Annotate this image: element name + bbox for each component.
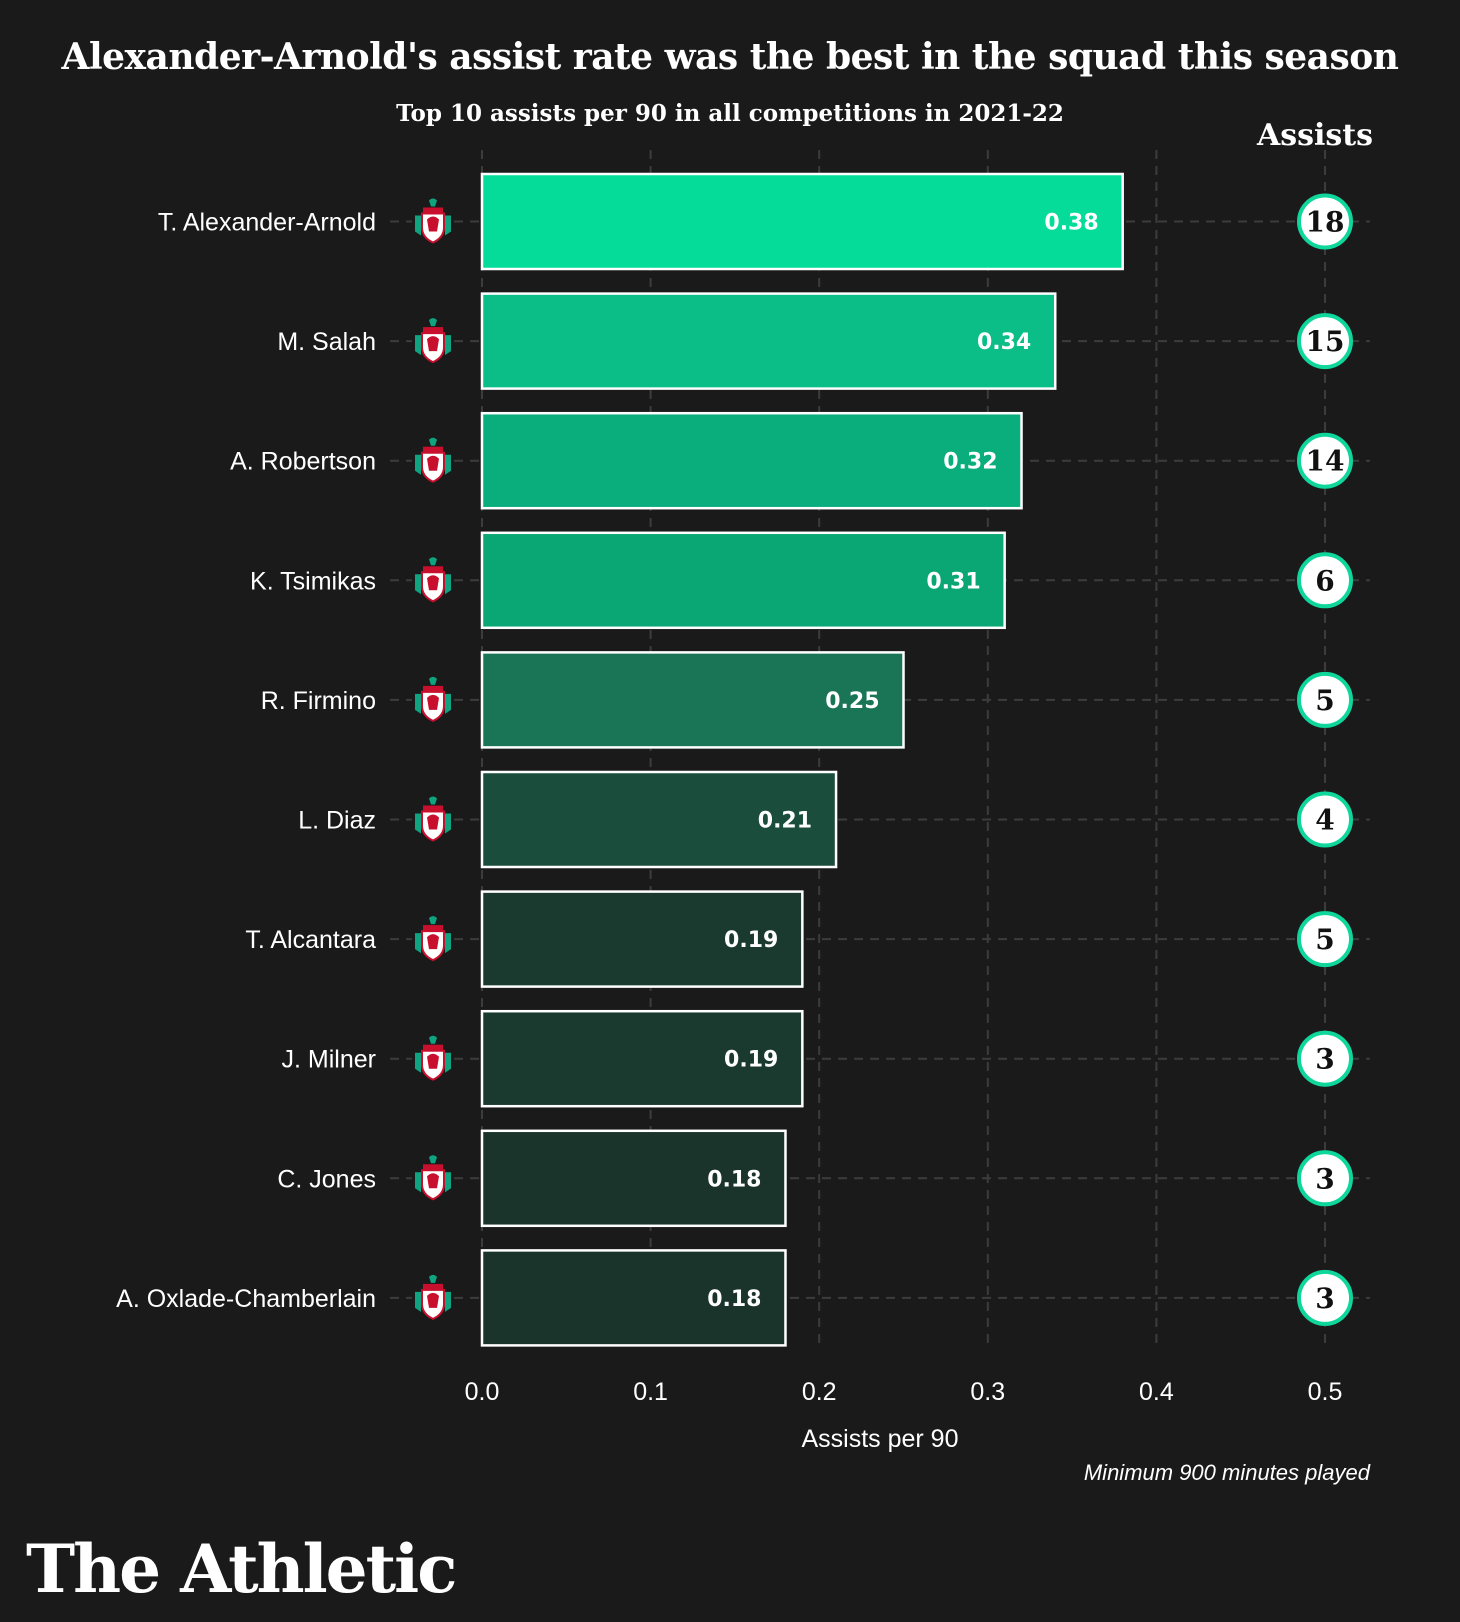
category-label: A. Oxlade-Chamberlain	[116, 1285, 376, 1313]
assists-badge	[1297, 193, 1353, 250]
liverpool-crest-icon	[412, 1274, 454, 1320]
assists-badge	[1297, 552, 1353, 609]
liverpool-crest-icon	[412, 198, 454, 244]
category-label: A. Robertson	[230, 448, 376, 476]
category-label: L. Diaz	[298, 807, 376, 835]
bar	[480, 651, 905, 749]
assists-value: 4	[1315, 804, 1334, 837]
chart-subtitle: Top 10 assists per 90 in all competition…	[396, 100, 1064, 127]
x-tick-label: 0.3	[970, 1378, 1005, 1406]
bar-value-label: 0.31	[926, 569, 980, 594]
category-label: M. Salah	[277, 328, 376, 356]
chart-title: Alexander-Arnold's assist rate was the b…	[61, 36, 1399, 78]
liverpool-crest-icon	[412, 916, 454, 962]
bar	[480, 770, 838, 869]
liverpool-crest-icon	[412, 796, 454, 842]
assists-value: 3	[1315, 1043, 1334, 1076]
assists-badge	[1297, 911, 1353, 968]
assists-badge	[1297, 671, 1353, 728]
bar-value-label: 0.21	[758, 809, 812, 834]
assists-value: 5	[1315, 684, 1334, 717]
x-tick-label: 0.0	[465, 1378, 500, 1406]
bar-chart: 0.0 0.1 0.2 0.3 0.4 0.5 Assists per 90 T. Alexa…	[116, 150, 1370, 1453]
category-label: C. Jones	[277, 1165, 376, 1193]
bar	[480, 890, 804, 988]
category-label: K. Tsimikas	[250, 567, 376, 595]
assists-value: 14	[1306, 445, 1345, 478]
category-label: T. Alcantara	[245, 926, 376, 954]
bar-value-label: 0.34	[977, 330, 1031, 355]
assists-value: 6	[1315, 564, 1334, 597]
footnote: Minimum 900 minutes played	[1083, 1460, 1370, 1485]
liverpool-crest-icon	[412, 557, 454, 603]
assists-value: 3	[1315, 1282, 1334, 1315]
bar	[480, 1129, 787, 1228]
bar	[480, 1249, 787, 1347]
assists-value: 18	[1306, 206, 1345, 239]
assists-value: 3	[1315, 1162, 1334, 1195]
bar	[480, 1009, 804, 1108]
assists-badge	[1297, 1269, 1353, 1326]
assists-badge	[1297, 1030, 1353, 1087]
brand-logo: The Athletic	[26, 1530, 457, 1608]
liverpool-crest-icon	[412, 1035, 454, 1081]
bar-value-label: 0.32	[943, 450, 997, 475]
bar	[480, 411, 1023, 510]
assists-value: 5	[1315, 923, 1334, 956]
x-tick-label: 0.2	[802, 1378, 837, 1406]
assists-badge	[1297, 1150, 1353, 1207]
category-label: R. Firmino	[261, 687, 376, 715]
x-tick-label: 0.4	[1139, 1378, 1174, 1406]
x-axis-label: Assists per 90	[801, 1425, 958, 1453]
liverpool-crest-icon	[412, 437, 454, 483]
bar	[480, 531, 1006, 630]
bar	[480, 172, 1124, 271]
bar-value-label: 0.25	[825, 689, 879, 714]
bar-value-label: 0.19	[724, 928, 778, 953]
category-label: J. Milner	[282, 1046, 376, 1074]
liverpool-crest-icon	[412, 318, 454, 364]
x-tick-label: 0.5	[1308, 1378, 1343, 1406]
liverpool-crest-icon	[412, 676, 454, 722]
x-tick-label: 0.1	[633, 1378, 668, 1406]
bar-value-label: 0.18	[707, 1167, 761, 1192]
bar-value-label: 0.19	[724, 1048, 778, 1073]
assists-value: 15	[1306, 325, 1345, 358]
assists-column-header: Assists	[1256, 118, 1374, 153]
assists-badge	[1297, 432, 1353, 489]
assists-badge	[1297, 791, 1353, 848]
liverpool-crest-icon	[412, 1155, 454, 1201]
assists-badge	[1297, 313, 1353, 370]
bar-value-label: 0.38	[1044, 211, 1098, 236]
bar	[480, 292, 1057, 390]
category-label: T. Alexander-Arnold	[158, 209, 376, 237]
bar-value-label: 0.18	[707, 1287, 761, 1312]
